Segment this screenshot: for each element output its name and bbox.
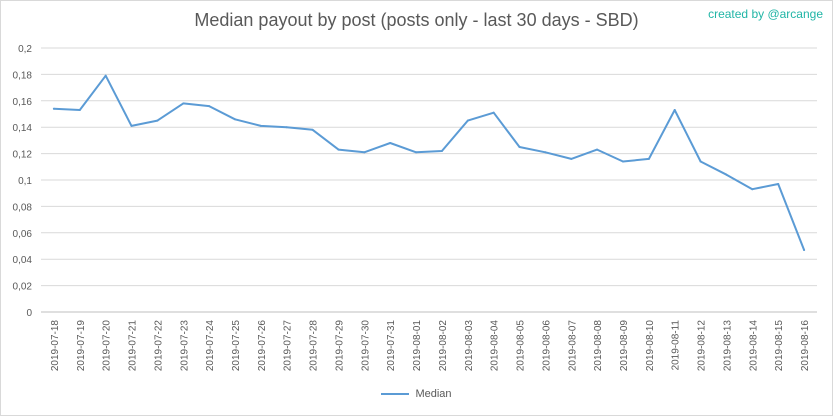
data-point [803, 248, 806, 251]
x-tick-label: 2019-08-04 [490, 320, 501, 372]
data-point [104, 74, 107, 77]
y-tick-label: 0,12 [13, 150, 33, 161]
y-tick-label: 0,18 [13, 70, 33, 81]
data-point [311, 128, 314, 131]
x-tick-label: 2019-07-20 [102, 320, 113, 372]
data-point [622, 160, 624, 163]
x-tick-label: 2019-08-03 [464, 320, 475, 372]
chart-title: Median payout by post (posts only - last… [194, 10, 639, 30]
x-tick-label: 2019-07-21 [128, 320, 139, 372]
y-tick-label: 0,08 [13, 202, 33, 213]
y-tick-label: 0,02 [13, 282, 33, 293]
data-point [78, 109, 81, 112]
data-point [570, 157, 573, 160]
x-tick-label: 2019-07-23 [179, 320, 190, 372]
data-point [415, 151, 418, 154]
x-tick-label: 2019-08-09 [619, 320, 630, 372]
data-point [52, 107, 55, 110]
data-point [440, 149, 443, 152]
data-point [647, 157, 650, 160]
x-tick-label: 2019-08-10 [645, 320, 656, 372]
data-point [285, 126, 288, 129]
data-point [363, 151, 366, 154]
data-point [518, 146, 521, 148]
data-point [699, 160, 702, 163]
x-tick-label: 2019-08-16 [800, 320, 811, 372]
y-tick-label: 0,04 [13, 255, 33, 266]
x-tick-label: 2019-07-30 [360, 320, 371, 372]
series-layer [52, 74, 806, 251]
x-tick-label: 2019-08-13 [722, 320, 733, 372]
data-point [389, 142, 392, 145]
legend-swatch [381, 393, 410, 395]
data-point [182, 102, 185, 105]
data-point [466, 119, 469, 122]
data-point [259, 124, 262, 127]
x-tick-label: 2019-07-18 [50, 320, 61, 372]
y-tick-label: 0,2 [18, 44, 32, 55]
x-axis: 2019-07-18 2019-07-19 2019-07-20 2019-07-21… [41, 311, 817, 372]
gridlines [41, 47, 817, 313]
y-tick-label: 0,06 [13, 229, 33, 240]
data-point [725, 173, 728, 176]
x-tick-label: 2019-07-29 [334, 320, 345, 372]
legend-label: Median [415, 388, 452, 400]
x-tick-label: 2019-07-19 [76, 320, 87, 372]
data-point [777, 182, 780, 185]
x-tick-label: 2019-07-26 [257, 320, 268, 372]
y-tick-label: 0 [26, 308, 32, 319]
x-tick-label: 2019-07-27 [283, 320, 294, 372]
x-tick-label: 2019-07-31 [386, 320, 397, 372]
x-tick-label: 2019-07-25 [231, 320, 242, 372]
y-tick-label: 0,14 [13, 123, 33, 134]
data-point [234, 118, 236, 121]
legend: Median [0, 388, 833, 400]
x-tick-label: 2019-08-06 [541, 320, 552, 372]
x-tick-label: 2019-07-24 [205, 320, 216, 372]
y-tick-label: 0,1 [18, 176, 32, 187]
y-axis: 0 0,02 0,04 0,06 0,08 0,1 0,12 0,14 0,16 0,18 0,2 [13, 44, 33, 319]
x-tick-label: 2019-08-14 [748, 320, 759, 372]
data-point [544, 151, 547, 154]
x-tick-label: 2019-08-01 [412, 320, 423, 372]
x-tick-label: 2019-08-05 [516, 320, 527, 372]
data-point [156, 119, 159, 122]
series-line-median [52, 74, 806, 251]
x-tick-label: 2019-07-28 [309, 320, 320, 372]
x-tick-label: 2019-08-12 [697, 320, 708, 372]
x-tick-label: 2019-08-07 [567, 320, 578, 372]
x-tick-label: 2019-08-02 [438, 320, 449, 372]
data-point [337, 148, 340, 151]
x-tick-label: 2019-07-22 [153, 320, 164, 372]
data-point [130, 124, 133, 127]
y-tick-label: 0,16 [13, 97, 33, 108]
x-tick-label: 2019-08-11 [671, 320, 682, 371]
x-tick-label: 2019-08-15 [774, 320, 785, 372]
data-point [751, 188, 754, 191]
credit-label: created by @arcange [708, 7, 823, 21]
data-point [673, 109, 676, 112]
data-point [208, 105, 211, 108]
data-point [596, 148, 599, 151]
data-point [492, 111, 495, 114]
x-tick-label: 2019-08-08 [593, 320, 604, 372]
